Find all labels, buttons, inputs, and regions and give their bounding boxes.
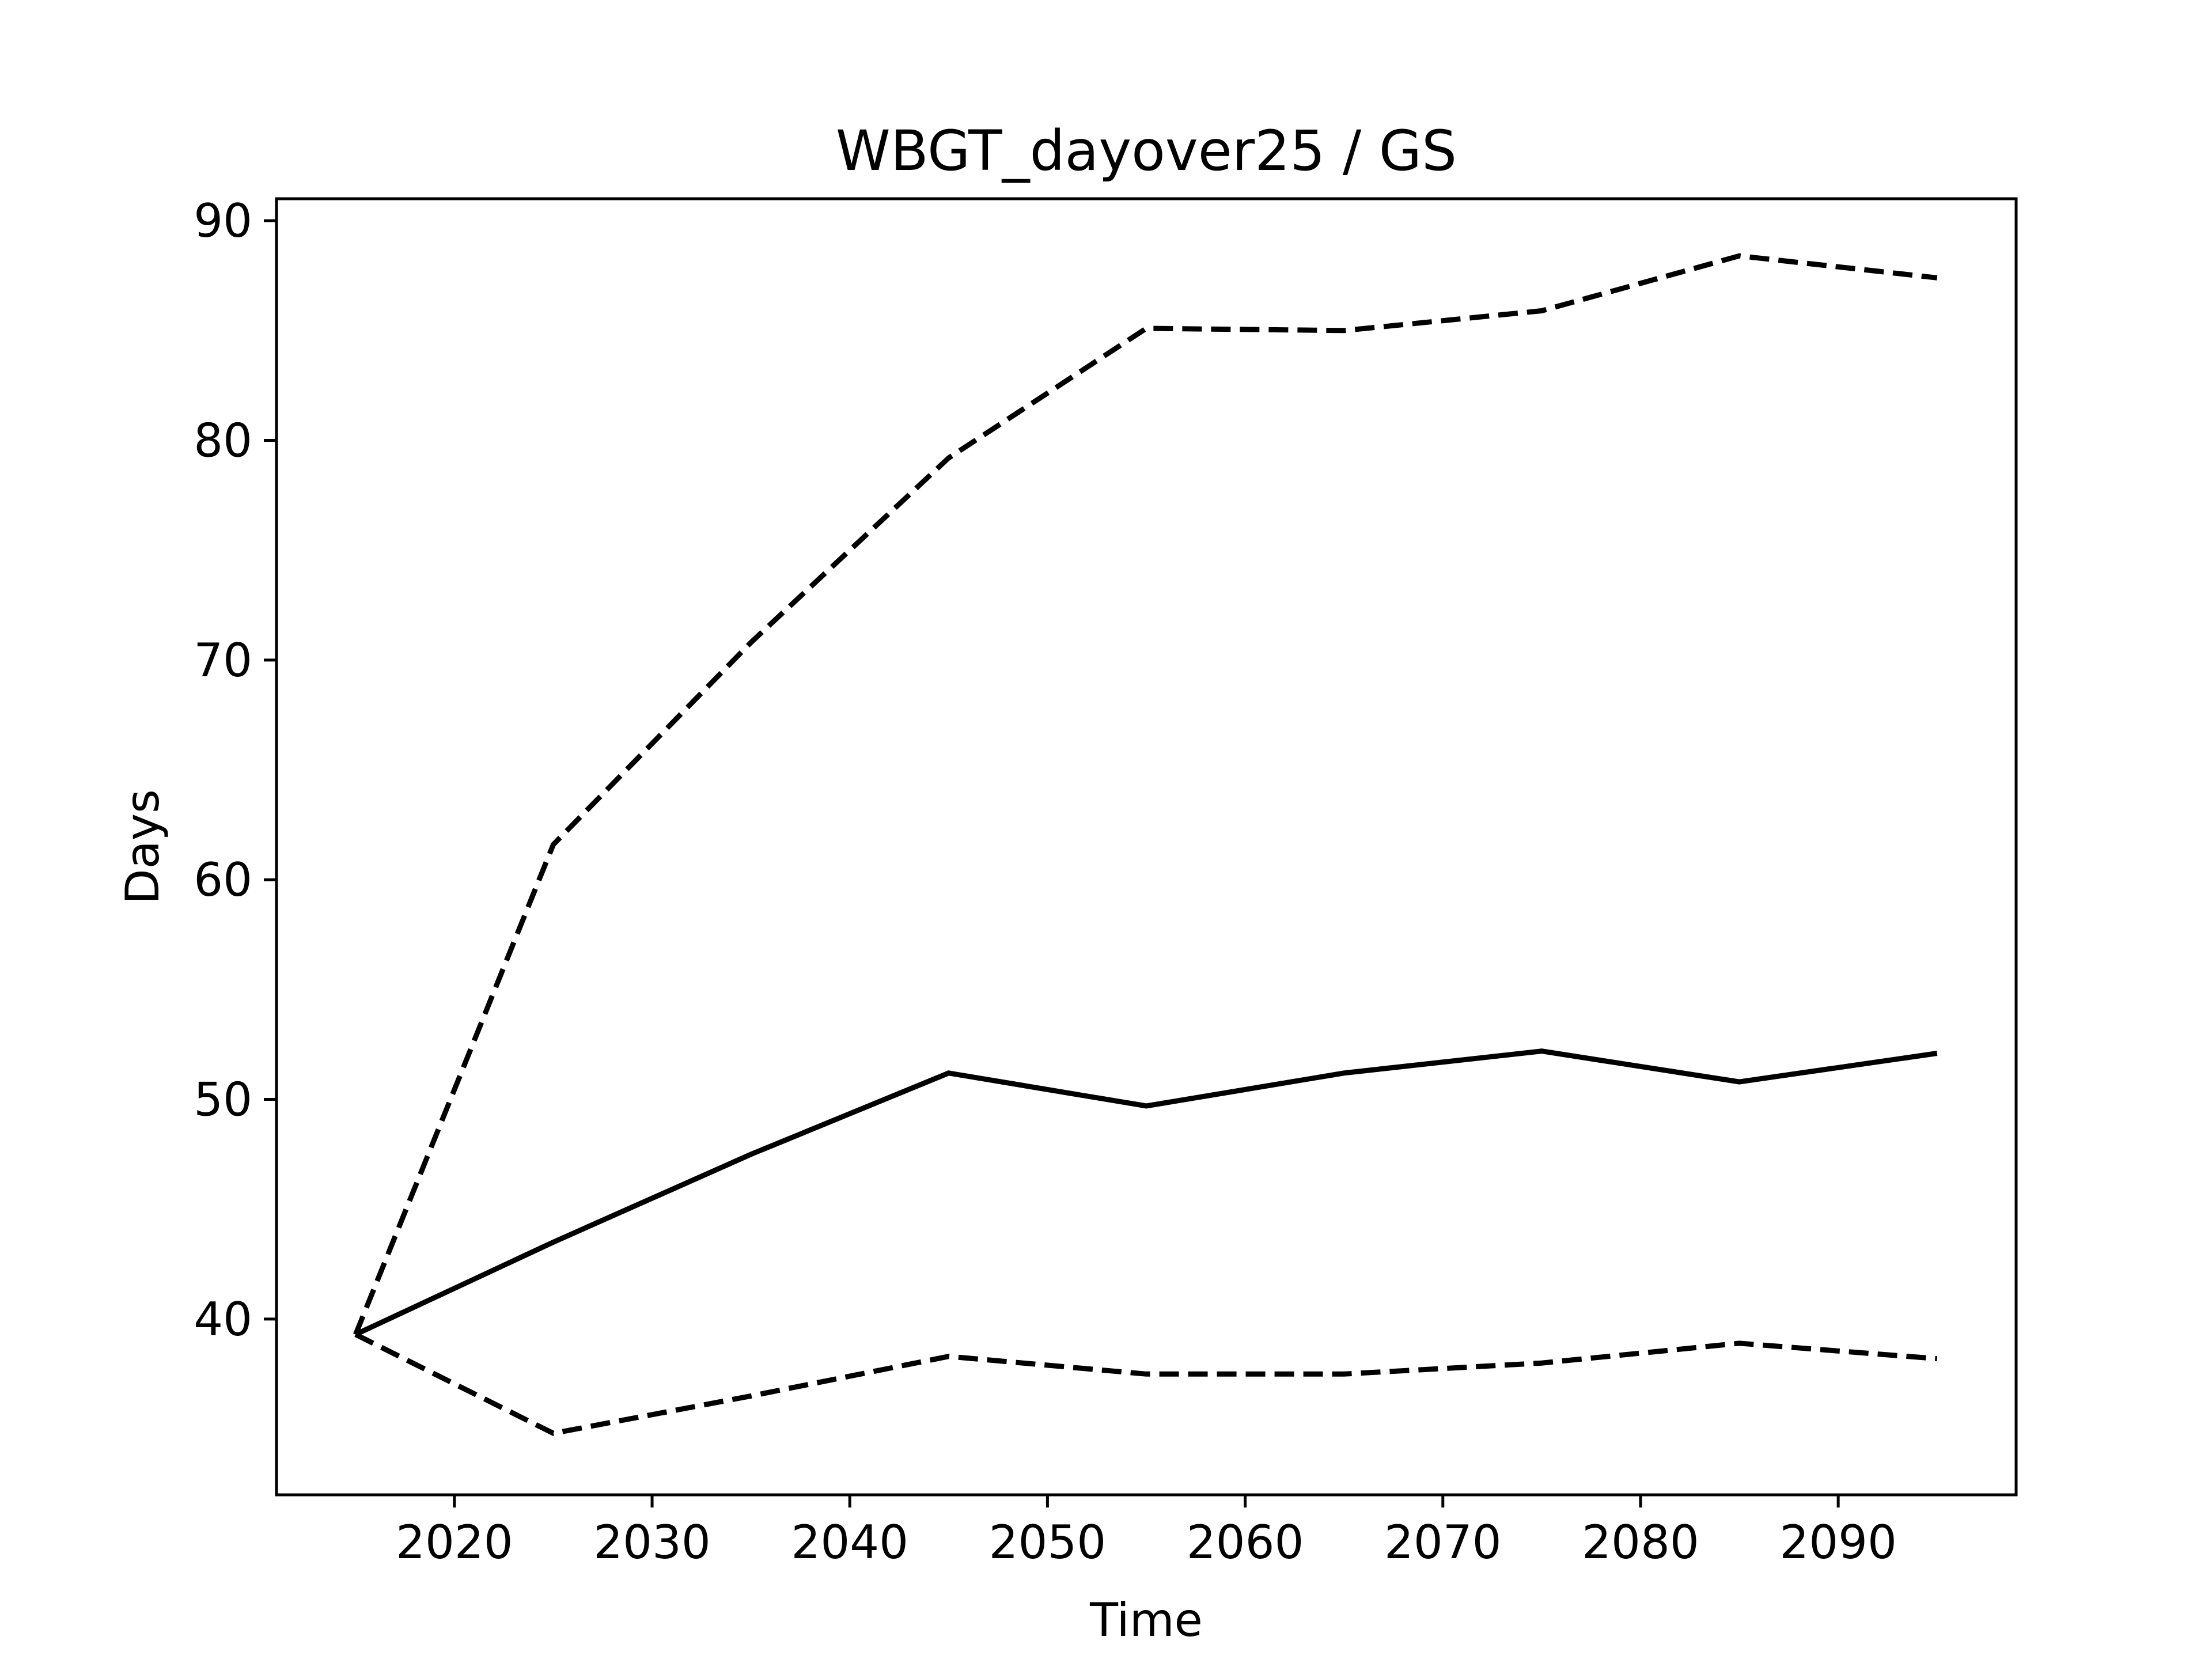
x-tick-label: 2080 xyxy=(1582,1516,1699,1569)
x-tick-label: 2060 xyxy=(1187,1516,1304,1569)
x-tick-label: 2040 xyxy=(791,1516,908,1569)
series-layer xyxy=(353,253,1938,1436)
x-tick-label: 2070 xyxy=(1384,1516,1502,1569)
y-tick-label: 70 xyxy=(194,634,252,687)
y-tick-label: 90 xyxy=(194,194,252,248)
y-axis-label: Days xyxy=(116,789,169,904)
y-axis: 40 50 60 70 80 90 xyxy=(194,194,276,1346)
y-tick-label: 40 xyxy=(194,1293,252,1346)
series-line-3 xyxy=(354,1332,1938,1436)
y-tick-label: 50 xyxy=(194,1073,252,1127)
x-tick-label: 2090 xyxy=(1779,1516,1897,1569)
x-tick-label: 2030 xyxy=(593,1516,711,1569)
y-tick-label: 60 xyxy=(194,853,252,907)
x-tick-label: 2050 xyxy=(989,1516,1107,1569)
y-tick-label: 80 xyxy=(194,414,252,467)
x-tick-label: 2020 xyxy=(396,1516,513,1569)
series-line-1 xyxy=(354,1048,1938,1337)
chart-title: WBGT_dayover25 / GS xyxy=(836,119,1457,183)
x-axis-label: Time xyxy=(1089,1593,1203,1647)
series-line-2 xyxy=(353,253,1938,1336)
x-axis: 2020 2030 2040 2050 2060 2070 2080 2090 xyxy=(396,1495,1897,1569)
plot-frame xyxy=(275,197,2018,1497)
